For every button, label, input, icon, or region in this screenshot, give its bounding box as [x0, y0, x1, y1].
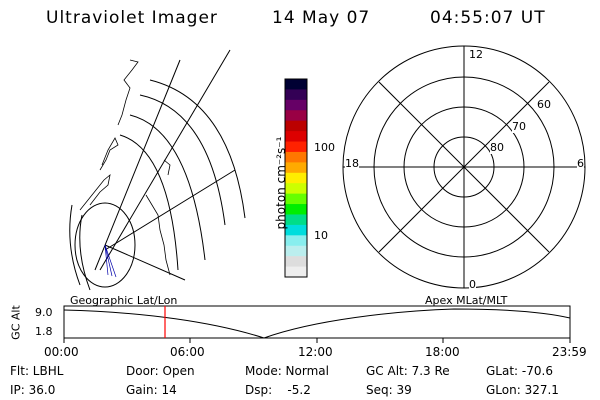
status-glon: GLon: 327.1 — [486, 383, 559, 397]
color-bar — [284, 78, 308, 278]
colorbar-cell — [285, 172, 307, 184]
header-date: 14 May 07 — [272, 8, 371, 28]
colorbar-cell — [285, 141, 307, 153]
mlt-label-0: 0 — [469, 278, 476, 291]
status-dsp: Dsp: -5.2 — [245, 383, 311, 397]
colorbar-cell — [285, 266, 307, 278]
x-tick-0600: 06:00 — [170, 345, 205, 359]
alt-tick-high: 9.0 — [35, 306, 53, 319]
orbit-altitude-track — [63, 305, 571, 343]
status-glat: GLat: -70.6 — [486, 364, 553, 378]
x-tick-2359: 23:59 — [552, 345, 587, 359]
mlt-label-12: 12 — [469, 48, 483, 61]
x-tick-1200: 12:00 — [298, 345, 333, 359]
colorbar-cell — [285, 183, 307, 195]
colorbar-cell — [285, 89, 307, 101]
colorbar-cell — [285, 110, 307, 122]
lat-label-80: 80 — [490, 141, 504, 154]
geographic-map — [69, 49, 246, 291]
colorbar-cell — [285, 151, 307, 163]
apex-label: Apex MLat/MLT — [425, 294, 508, 307]
instrument-title: Ultraviolet Imager — [46, 8, 218, 28]
status-filter: Flt: LBHL — [10, 364, 64, 378]
colorbar-cell — [285, 79, 307, 90]
colorbar-cell — [285, 214, 307, 226]
mlt-label-6: 6 — [577, 157, 584, 170]
lat-label-60: 60 — [537, 98, 551, 111]
geographic-label: Geographic Lat/Lon — [70, 294, 178, 307]
lat-label-70: 70 — [512, 120, 526, 133]
gc-alt-axis-title: GC Alt — [9, 305, 23, 340]
colorbar-cell — [285, 245, 307, 257]
x-tick-1800: 18:00 — [425, 345, 460, 359]
alt-tick-low: 1.8 — [35, 325, 53, 338]
colorbar-cell — [285, 193, 307, 205]
polar-plot — [342, 45, 586, 289]
colorbar-cell — [285, 162, 307, 174]
mlt-label-18: 18 — [345, 157, 359, 170]
status-seq: Seq: 39 — [366, 383, 412, 397]
x-tick-0000: 00:00 — [44, 345, 79, 359]
colorbar-cell — [285, 120, 307, 132]
colorbar-cell — [285, 131, 307, 143]
colorbar-cell — [285, 204, 307, 215]
colorbar-tick-100: 100 — [314, 141, 335, 154]
header-time: 04:55:07 UT — [430, 8, 546, 28]
colorbar-cell — [285, 224, 307, 236]
colorbar-tick-10: 10 — [314, 229, 328, 242]
colorbar-cell — [285, 235, 307, 247]
status-gc-alt: GC Alt: 7.3 Re — [366, 364, 450, 378]
status-mode: Mode: Normal — [245, 364, 329, 378]
colorbar-cell — [285, 99, 307, 111]
colorbar-unit-label: photon cm⁻²s⁻¹ — [274, 136, 288, 230]
status-ip: IP: 36.0 — [10, 383, 56, 397]
colorbar-cell — [285, 256, 307, 268]
status-gain: Gain: 14 — [126, 383, 177, 397]
status-door: Door: Open — [126, 364, 195, 378]
